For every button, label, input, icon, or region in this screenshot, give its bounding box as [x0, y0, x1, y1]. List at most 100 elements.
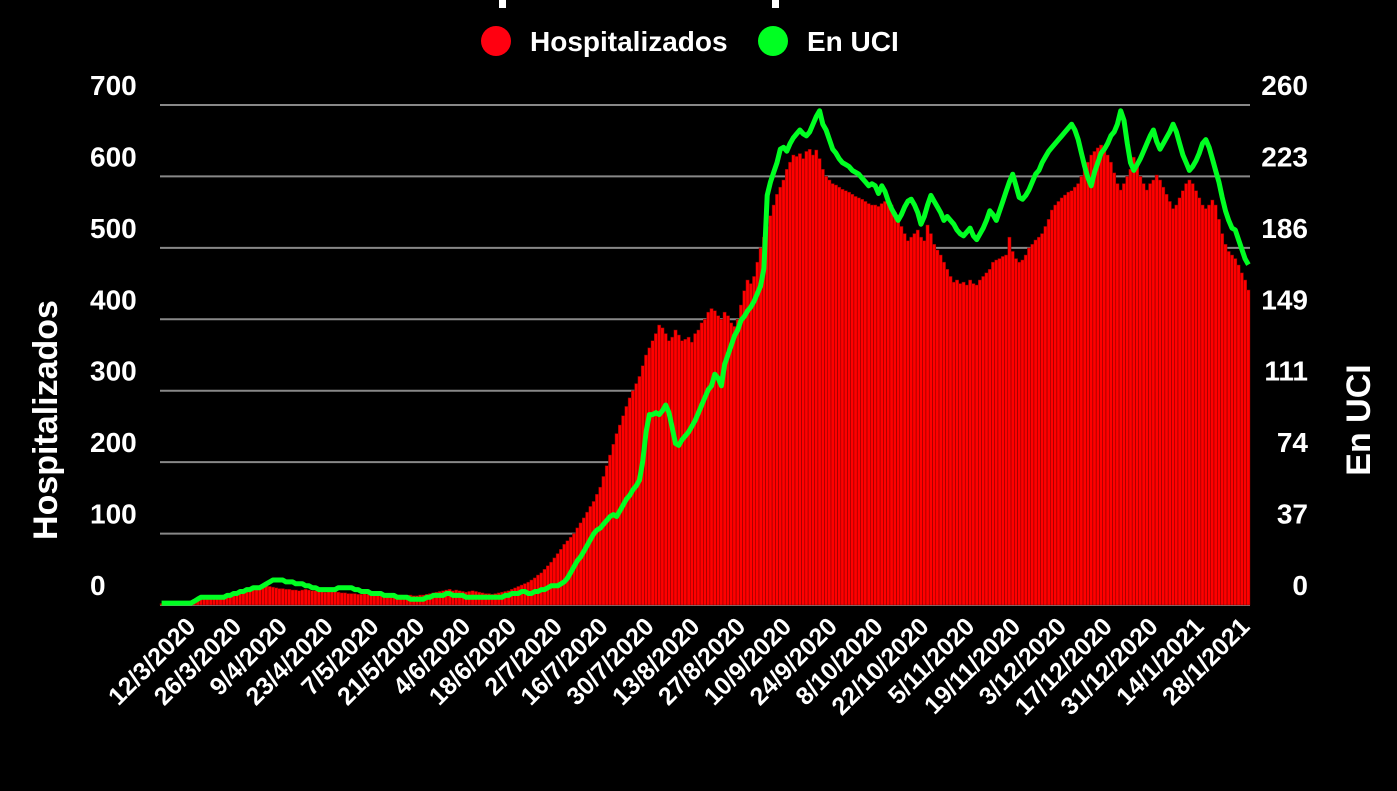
bar-hospitalizados — [853, 196, 858, 606]
bar-hospitalizados — [352, 593, 357, 606]
bar-hospitalizados — [303, 589, 308, 606]
bar-hospitalizados — [562, 544, 567, 606]
bar-hospitalizados — [582, 517, 586, 606]
bar-hospitalizados — [660, 327, 665, 606]
y-right-tick-label: 149 — [1261, 284, 1308, 315]
bar-hospitalizados — [277, 588, 282, 606]
bar-hospitalizados — [807, 149, 812, 606]
bar-hospitalizados — [1007, 236, 1012, 606]
bar-hospitalizados — [316, 591, 321, 606]
bar-hospitalizados — [928, 233, 933, 606]
bar-hospitalizados — [657, 324, 662, 606]
y-left-tick-label: 700 — [90, 70, 137, 101]
bar-hospitalizados — [369, 594, 374, 606]
bar-hospitalizados — [814, 149, 819, 606]
bar-hospitalizados — [997, 258, 1002, 606]
bar-hospitalizados — [1233, 258, 1238, 606]
bar-hospitalizados — [1014, 258, 1018, 606]
bar-hospitalizados — [336, 591, 341, 606]
bar-hospitalizados — [650, 340, 655, 606]
bar-hospitalizados — [860, 199, 864, 606]
bar-hospitalizados — [909, 236, 914, 606]
bar-hospitalizados — [1043, 226, 1048, 606]
bar-hospitalizados — [1017, 261, 1022, 606]
bar-hospitalizados — [585, 511, 590, 606]
y-left-tick-label: 600 — [90, 141, 137, 172]
bar-hospitalizados — [670, 336, 675, 606]
bar-hospitalizados — [346, 593, 351, 606]
bar-hospitalizados — [1151, 179, 1156, 606]
bar-hospitalizados — [935, 249, 940, 606]
bar-hospitalizados — [1158, 179, 1162, 606]
bar-hospitalizados — [559, 549, 563, 606]
bar-hospitalizados — [631, 390, 635, 606]
bar-hospitalizados — [667, 340, 671, 606]
bar-hospitalizados — [873, 204, 878, 606]
bar-hospitalizados — [1030, 244, 1035, 606]
bar-hospitalizados — [735, 319, 740, 606]
bar-hospitalizados — [1072, 186, 1077, 606]
bar-hospitalizados — [313, 590, 318, 606]
bar-hospitalizados — [1069, 190, 1074, 606]
bar-hospitalizados — [771, 204, 776, 606]
bar-hospitalizados — [958, 283, 963, 606]
bar-hospitalizados — [1125, 176, 1130, 606]
bar-hospitalizados — [300, 589, 305, 606]
bar-hospitalizados — [1197, 197, 1202, 606]
bar-hospitalizados — [732, 326, 737, 606]
bar-hospitalizados — [588, 506, 593, 606]
y-right-tick-label: 74 — [1277, 427, 1309, 458]
bar-hospitalizados — [1059, 197, 1064, 606]
bar-hospitalizados — [798, 153, 802, 606]
bar-hospitalizados — [791, 154, 796, 606]
bar-hospitalizados — [712, 310, 717, 606]
bar-hospitalizados — [709, 308, 714, 606]
bar-hospitalizados — [739, 304, 743, 606]
bar-hospitalizados — [974, 284, 979, 606]
bar-hospitalizados — [604, 465, 609, 606]
bar-hospitalizados — [896, 219, 901, 606]
uci-line — [161, 108, 1251, 606]
bar-hospitalizados — [932, 244, 937, 606]
bar-hospitalizados — [889, 204, 894, 606]
bar-hospitalizados — [768, 215, 773, 606]
y-right-tick-label: 186 — [1261, 213, 1308, 244]
bar-hospitalizados — [690, 341, 694, 606]
bar-hospitalizados — [320, 591, 324, 606]
bar-hospitalizados — [552, 557, 557, 606]
bar-hospitalizados — [840, 189, 845, 606]
bar-hospitalizados — [343, 592, 347, 606]
bar-hospitalizados — [964, 284, 969, 606]
bar-hospitalizados — [1079, 176, 1084, 606]
bar-hospitalizados — [591, 501, 596, 606]
bar-hospitalizados — [755, 261, 760, 606]
bar-hospitalizados — [1194, 190, 1198, 606]
bar-hospitalizados — [1210, 199, 1215, 606]
y-left-tick-label: 300 — [90, 356, 137, 387]
bar-hospitalizados — [513, 587, 518, 606]
bar-hospitalizados — [362, 593, 367, 606]
bar-hospitalizados — [1105, 154, 1110, 606]
bar-hospitalizados — [951, 281, 956, 606]
bar-hospitalizados — [627, 397, 632, 606]
bar-hospitalizados — [824, 176, 828, 606]
bar-hospitalizados — [830, 183, 835, 606]
bar-hospitalizados — [1203, 208, 1208, 606]
bar-hospitalizados — [781, 179, 786, 606]
y-right-tick-label: 111 — [1264, 356, 1308, 387]
bar-hospitalizados — [356, 594, 360, 606]
y-right-tick-label: 37 — [1277, 499, 1308, 530]
bar-hospitalizados — [1187, 179, 1192, 606]
bar-hospitalizados — [1023, 254, 1028, 606]
bar-hospitalizados — [876, 206, 881, 606]
bar-hospitalizados — [922, 240, 927, 606]
bar-hospitalizados — [1109, 161, 1113, 606]
bar-hospitalizados — [745, 279, 750, 606]
bar-hospitalizados — [804, 151, 809, 606]
title-remnant — [499, 0, 779, 8]
bar-hospitalizados — [912, 233, 917, 606]
bar-hospitalizados — [1200, 204, 1205, 606]
bar-hospitalizados — [1040, 233, 1045, 606]
bar-hospitalizados — [994, 259, 999, 606]
bar-hospitalizados — [775, 194, 779, 606]
